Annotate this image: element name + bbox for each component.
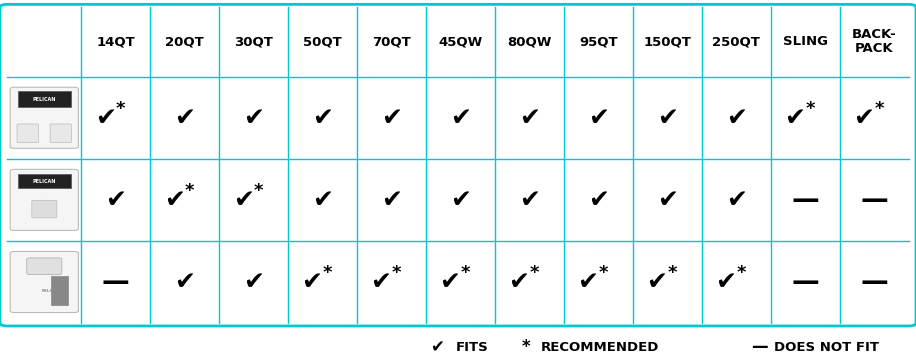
Text: *: *	[874, 100, 884, 118]
Text: 30QT: 30QT	[234, 36, 273, 49]
Text: —: —	[791, 268, 819, 296]
Text: ✔: ✔	[381, 106, 402, 130]
Text: 20QT: 20QT	[165, 36, 204, 49]
Text: ✔: ✔	[105, 188, 126, 212]
Text: ✔: ✔	[577, 270, 598, 294]
Text: PELICAN: PELICAN	[33, 179, 56, 184]
Text: *: *	[598, 264, 608, 282]
Text: ✔: ✔	[647, 270, 668, 294]
Text: ✔: ✔	[431, 338, 444, 356]
Text: *: *	[322, 264, 333, 282]
Text: —: —	[860, 268, 889, 296]
Text: SLING: SLING	[783, 36, 828, 49]
Text: ✔: ✔	[450, 106, 471, 130]
FancyBboxPatch shape	[32, 200, 57, 218]
Text: *: *	[185, 182, 194, 200]
Text: ✔: ✔	[725, 106, 747, 130]
Text: ✔: ✔	[243, 106, 264, 130]
Text: *: *	[805, 100, 814, 118]
Text: *: *	[461, 264, 470, 282]
Text: ✔: ✔	[371, 270, 391, 294]
Text: 250QT: 250QT	[713, 36, 760, 49]
Bar	[51, 276, 68, 305]
Bar	[17, 91, 71, 107]
Text: 50QT: 50QT	[303, 36, 342, 49]
Text: ✔: ✔	[450, 188, 471, 212]
FancyBboxPatch shape	[50, 124, 71, 143]
Text: ✔: ✔	[164, 188, 185, 212]
Text: ✔: ✔	[440, 270, 461, 294]
Text: ✔: ✔	[715, 270, 736, 294]
Text: ✔: ✔	[519, 188, 540, 212]
Text: ✔: ✔	[233, 188, 254, 212]
Text: ✔: ✔	[381, 188, 402, 212]
Text: *: *	[115, 100, 125, 118]
Text: ✔: ✔	[657, 188, 678, 212]
Text: PELICAN: PELICAN	[33, 97, 56, 102]
Text: 95QT: 95QT	[579, 36, 617, 49]
Bar	[17, 174, 71, 188]
Text: 70QT: 70QT	[372, 36, 411, 49]
Text: ✔: ✔	[588, 188, 609, 212]
Text: —: —	[102, 268, 129, 296]
Text: *: *	[391, 264, 401, 282]
Text: *: *	[529, 264, 539, 282]
Text: DOES NOT FIT: DOES NOT FIT	[774, 340, 879, 354]
Text: ✔: ✔	[174, 106, 195, 130]
Text: *: *	[668, 264, 677, 282]
Text: ✔: ✔	[312, 188, 333, 212]
Text: ✔: ✔	[312, 106, 333, 130]
FancyBboxPatch shape	[10, 87, 79, 148]
Text: ✔: ✔	[174, 270, 195, 294]
Text: *: *	[254, 182, 263, 200]
Text: ✔: ✔	[725, 188, 747, 212]
FancyBboxPatch shape	[17, 124, 38, 143]
Text: 45QW: 45QW	[439, 36, 483, 49]
FancyBboxPatch shape	[10, 170, 79, 231]
Text: PELICAN: PELICAN	[41, 289, 61, 293]
Text: ✔: ✔	[508, 270, 529, 294]
FancyBboxPatch shape	[10, 252, 79, 313]
Text: ✔: ✔	[588, 106, 609, 130]
Text: ✔: ✔	[784, 106, 805, 130]
Text: ✔: ✔	[243, 270, 264, 294]
Text: RECOMMENDED: RECOMMENDED	[540, 340, 659, 354]
Text: ✔: ✔	[657, 106, 678, 130]
Text: —: —	[751, 338, 768, 356]
Text: 14QT: 14QT	[96, 36, 135, 49]
Text: *: *	[736, 264, 746, 282]
Text: ✔: ✔	[853, 106, 874, 130]
Text: ✔: ✔	[301, 270, 322, 294]
Text: FITS: FITS	[456, 340, 489, 354]
FancyBboxPatch shape	[0, 4, 916, 326]
Text: ✔: ✔	[519, 106, 540, 130]
Text: *: *	[522, 338, 530, 356]
Text: 80QW: 80QW	[507, 36, 551, 49]
FancyBboxPatch shape	[27, 258, 61, 274]
Text: BACK-
PACK: BACK- PACK	[852, 29, 897, 56]
Text: 150QT: 150QT	[643, 36, 692, 49]
Text: ✔: ✔	[94, 106, 115, 130]
Text: —: —	[860, 186, 889, 214]
Text: —: —	[791, 186, 819, 214]
